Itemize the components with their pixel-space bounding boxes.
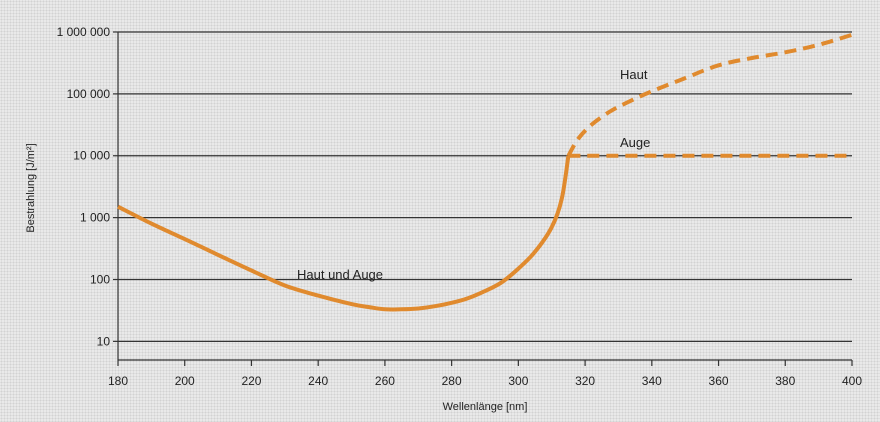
series-annotations: Haut und Auge Haut Auge (297, 67, 650, 282)
x-tick-label: 220 (241, 374, 261, 388)
series-lines (117, 32, 853, 312)
x-tick-label: 240 (308, 374, 328, 388)
series-annotation: Haut (620, 67, 648, 82)
x-tick-label: 360 (709, 374, 729, 388)
x-tick-label: 200 (175, 374, 195, 388)
y-axis-label: Bestrahlung [J/m²] (25, 143, 37, 232)
x-axis-label: Wellenlänge [nm] (443, 401, 528, 413)
x-tick-label: 280 (442, 374, 462, 388)
x-tick-label: 180 (108, 374, 128, 388)
series-annotation: Auge (620, 135, 650, 150)
y-tick-label: 100 000 (67, 87, 111, 101)
y-tick-labels: 10 100 1 000 10 000 100 000 1 000 000 (57, 25, 111, 348)
x-tick-labels: 180 200 220 240 260 280 300 320 340 360 380 400 (108, 374, 862, 388)
x-tick-label: 300 (508, 374, 528, 388)
y-tick-label: 1 000 (80, 211, 110, 225)
x-tick-label: 320 (575, 374, 595, 388)
x-tick-label: 260 (375, 374, 395, 388)
grid-lines (118, 31, 852, 342)
y-tick-label: 100 (90, 272, 110, 286)
series-line (117, 155, 571, 312)
series-annotation: Haut und Auge (297, 267, 383, 282)
x-tick-label: 380 (775, 374, 795, 388)
y-tick-label: 10 (97, 334, 111, 348)
axes (113, 31, 853, 366)
x-tick-label: 340 (642, 374, 662, 388)
y-tick-label: 1 000 000 (57, 25, 111, 39)
x-tick-label: 400 (842, 374, 862, 388)
series-line (566, 32, 853, 157)
y-tick-label: 10 000 (73, 149, 110, 163)
